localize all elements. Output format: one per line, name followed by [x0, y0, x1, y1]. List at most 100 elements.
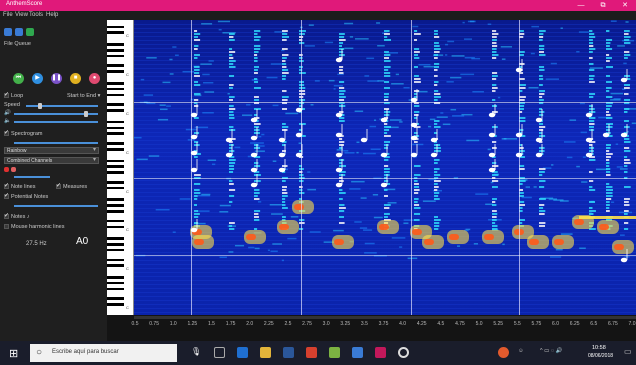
piano-black-key[interactable] [107, 87, 124, 91]
piano-black-key[interactable] [107, 25, 124, 29]
spectrogram-onset [299, 189, 303, 191]
timeline[interactable]: 0.5 0.75 1.0 1.25 1.5 1.75 2.0 2.25 2.5 2.75 3.0 3.… [107, 315, 636, 341]
spectrogram-checkbox[interactable]: Spectrogram [4, 129, 43, 137]
anthemscore-taskbar-icon[interactable] [375, 347, 386, 358]
piano-black-key[interactable] [107, 225, 124, 229]
piano-black-key[interactable] [107, 204, 124, 207]
threshold-slider[interactable] [14, 176, 50, 178]
piano-black-key[interactable] [107, 142, 124, 145]
search-placeholder[interactable]: Escribe aquí para buscar [52, 349, 119, 355]
minimize-button[interactable]: — [577, 2, 585, 9]
menu-help[interactable]: Help [46, 12, 59, 18]
piano-black-key[interactable] [107, 126, 124, 130]
notes-checkbox[interactable]: Notes ♪ [4, 212, 30, 220]
task-view-icon[interactable] [214, 347, 225, 358]
close-button[interactable]: ✕ [622, 2, 628, 9]
chrome-icon[interactable] [306, 347, 317, 358]
piano-black-key[interactable] [107, 219, 124, 223]
horizontal-scrollbar[interactable] [134, 316, 636, 319]
piano-black-key[interactable] [107, 31, 124, 35]
piano-black-key[interactable] [107, 243, 124, 246]
spectrogram-canvas[interactable] [134, 20, 636, 315]
people-icon[interactable]: ☺ [518, 348, 524, 354]
play-icon[interactable]: ▶ [32, 73, 43, 84]
clock-time[interactable]: 10:58 [592, 345, 606, 351]
piano-black-key[interactable] [107, 198, 124, 201]
explorer-icon[interactable] [260, 347, 271, 358]
contrast-slider[interactable] [14, 142, 98, 144]
taskbar-search[interactable]: ○ Escribe aquí para buscar [30, 344, 177, 362]
menu-file[interactable]: File [3, 12, 13, 18]
piano-black-key[interactable] [107, 147, 124, 151]
color-pink-icon[interactable] [11, 167, 16, 172]
speed-knob[interactable] [38, 103, 42, 109]
stop-icon[interactable]: ■ [70, 73, 81, 84]
media-icon[interactable] [398, 347, 409, 358]
rewind-icon[interactable]: ⏮ [13, 73, 24, 84]
maximize-button[interactable]: ⧉ [600, 2, 606, 9]
piano-black-key[interactable] [107, 48, 124, 52]
record-icon[interactable]: ● [89, 73, 100, 84]
help-app-icon[interactable] [352, 347, 363, 358]
piano-black-key[interactable] [107, 109, 124, 112]
piano-black-key[interactable] [107, 64, 124, 68]
channels-select[interactable]: Combined Channels [4, 157, 99, 164]
tray-app-icon[interactable] [498, 347, 509, 358]
pause-icon[interactable]: ❚❚ [51, 73, 62, 84]
piano-black-key[interactable] [107, 70, 124, 73]
piano-black-key[interactable] [107, 103, 124, 106]
piano-black-key[interactable] [107, 297, 124, 300]
save-icon[interactable] [15, 28, 23, 36]
spectrogram-streak [304, 45, 315, 47]
export-icon[interactable] [26, 28, 34, 36]
speed-slider[interactable] [26, 105, 98, 107]
piano-black-key[interactable] [107, 237, 124, 240]
piano-black-key[interactable] [107, 165, 124, 168]
piano-black-key[interactable] [107, 303, 124, 306]
color-red-icon[interactable] [4, 167, 9, 172]
volume-slider[interactable] [14, 113, 98, 115]
piano-black-key[interactable] [107, 276, 124, 279]
volume2-slider[interactable] [14, 121, 98, 123]
menu-view[interactable]: View [15, 12, 28, 18]
piano-black-key[interactable] [107, 43, 124, 46]
harmonic-lines-checkbox[interactable]: Mouse harmonic lines [4, 224, 65, 230]
potential-slider[interactable] [14, 205, 98, 207]
edge-icon[interactable] [237, 347, 248, 358]
tray-icons[interactable]: ^ ▭ ◌ 🔊 [540, 348, 563, 354]
windows-start-icon[interactable]: ⊞ [9, 348, 19, 360]
spectrogram-view[interactable] [134, 20, 636, 315]
measures-checkbox[interactable]: Measures [56, 182, 87, 190]
piano-black-key[interactable] [107, 120, 124, 124]
colormap-select[interactable]: Rainbow [4, 147, 99, 154]
piano-black-key[interactable] [107, 287, 124, 291]
file-queue-label[interactable]: File Queue [4, 41, 31, 47]
potential-notes-checkbox[interactable]: Potential Notes [4, 192, 48, 200]
piano-black-key[interactable] [107, 186, 124, 190]
note-lines-checkbox[interactable]: Note lines [4, 182, 35, 190]
piano-black-key[interactable] [107, 171, 124, 174]
piano-black-key[interactable] [107, 264, 124, 267]
open-icon[interactable] [4, 28, 12, 36]
start-to-end-select[interactable]: Start to End ▾ [67, 93, 101, 99]
word-icon[interactable] [283, 347, 294, 358]
notifications-icon[interactable]: ▭ [624, 347, 632, 356]
piano-black-key[interactable] [107, 54, 124, 58]
volume-knob[interactable] [84, 111, 88, 117]
piano-black-key[interactable] [107, 81, 124, 85]
menu-tools[interactable]: Tools [29, 12, 44, 18]
spectrogram-onset [606, 174, 611, 176]
app-icon[interactable] [329, 347, 340, 358]
piano-black-key[interactable] [107, 248, 124, 252]
piano-black-key[interactable] [107, 132, 124, 135]
piano-black-key[interactable] [107, 159, 124, 163]
clock-date[interactable]: 08/06/2018 [588, 353, 614, 359]
piano-black-key[interactable] [107, 258, 124, 262]
piano-black-key[interactable] [107, 210, 124, 213]
piano-black-key[interactable] [107, 281, 124, 285]
loop-checkbox[interactable]: Loop [4, 91, 23, 99]
microphone-icon[interactable]: 🎙 [191, 347, 202, 356]
piano-black-key[interactable] [107, 180, 124, 184]
piano-black-key[interactable] [107, 93, 124, 97]
piano-keyboard[interactable]: C C C C C C C C [107, 20, 134, 315]
